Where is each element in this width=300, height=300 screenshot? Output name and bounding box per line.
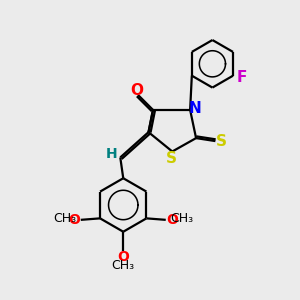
Text: O: O: [117, 250, 129, 264]
Text: CH₃: CH₃: [170, 212, 194, 226]
Text: O: O: [68, 213, 80, 227]
Text: F: F: [236, 70, 247, 85]
Text: N: N: [189, 101, 202, 116]
Text: CH₃: CH₃: [112, 259, 135, 272]
Text: O: O: [130, 83, 143, 98]
Text: O: O: [166, 213, 178, 227]
Text: S: S: [166, 151, 177, 166]
Text: H: H: [106, 148, 118, 161]
Text: CH₃: CH₃: [53, 212, 76, 226]
Text: S: S: [216, 134, 227, 148]
